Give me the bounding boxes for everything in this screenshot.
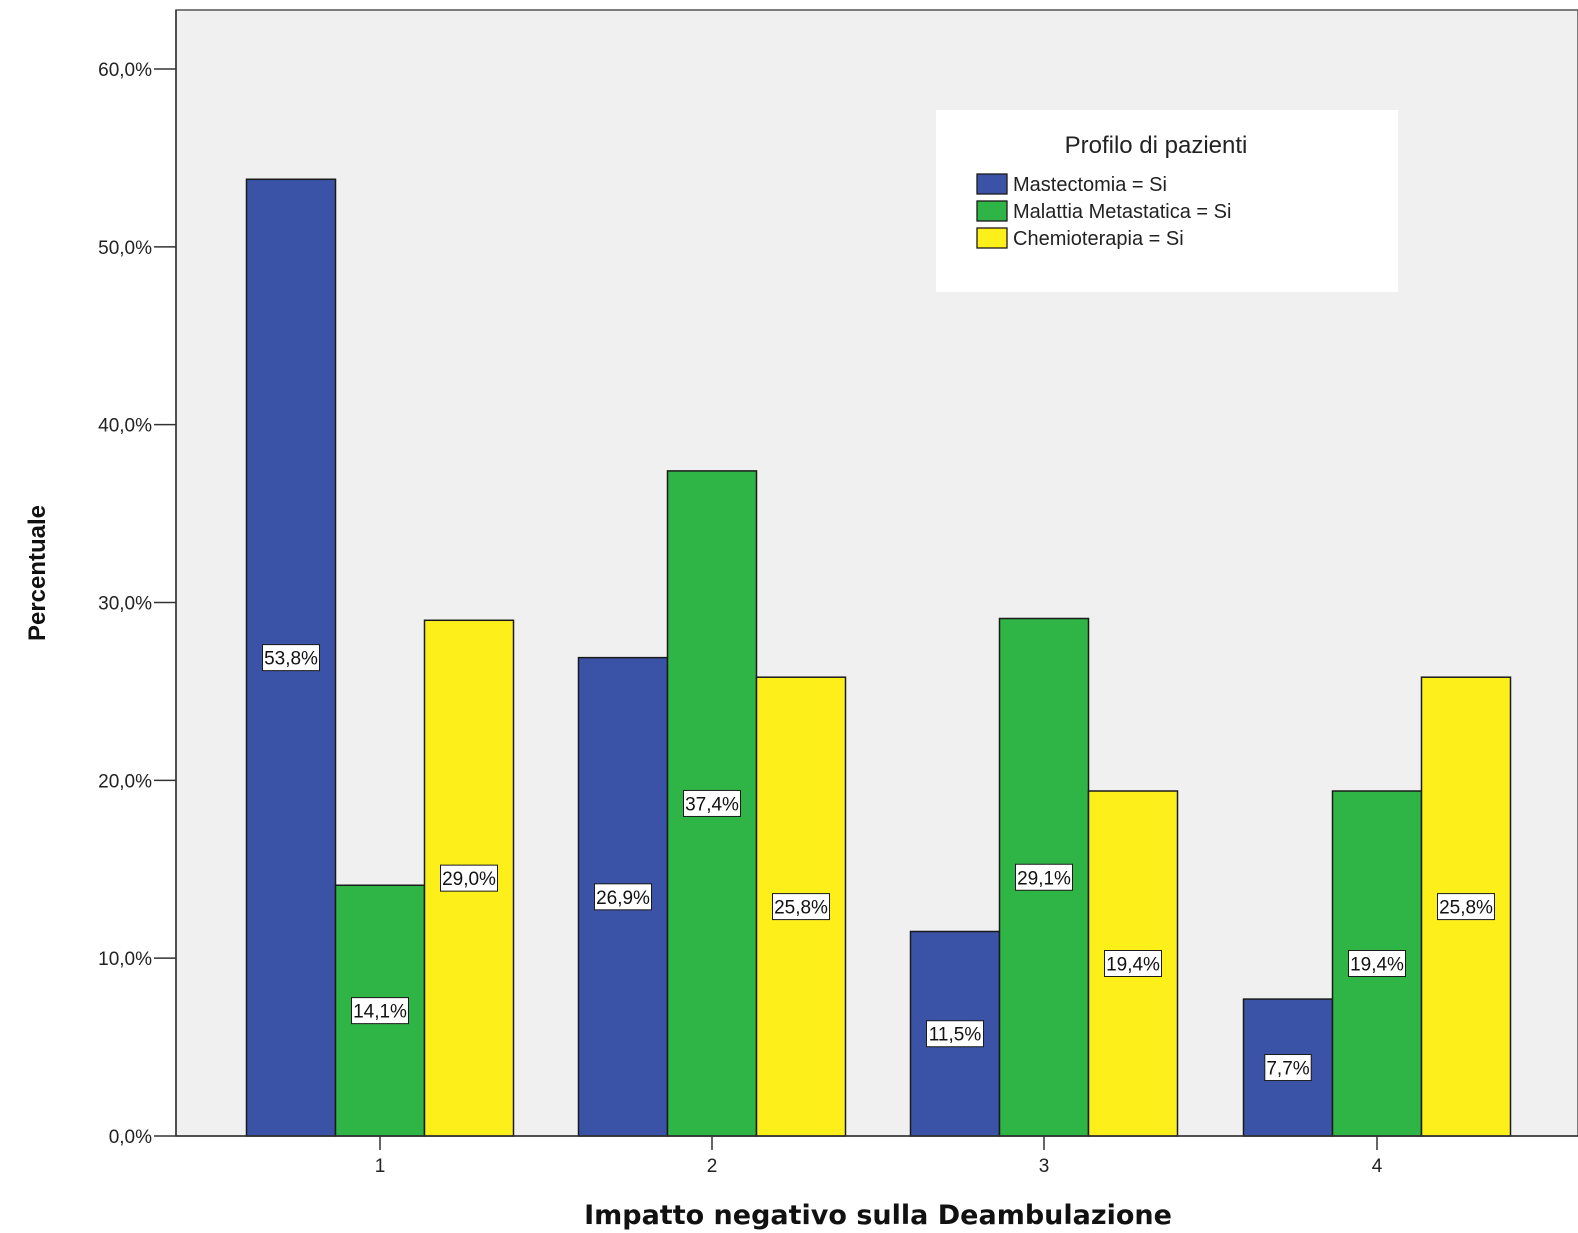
y-tick-label: 60,0% [98, 60, 152, 81]
data-label-box [1264, 1054, 1312, 1082]
legend-title: Profilo di pazienti [1065, 132, 1248, 159]
x-tick-label: 1 [375, 1156, 386, 1177]
data-label-text: 29,1% [1017, 868, 1071, 889]
x-tick-label: 2 [707, 1156, 718, 1177]
data-label-series-3-cat-3: 19,4% [1104, 950, 1162, 978]
data-label-box [683, 789, 741, 817]
data-label-box [772, 893, 830, 921]
data-label-series-3-cat-4: 25,8% [1437, 893, 1495, 921]
data-label-text: 29,0% [442, 869, 496, 890]
data-label-text: 7,7% [1266, 1059, 1309, 1080]
data-label-series-1-cat-3: 11,5% [926, 1020, 984, 1048]
legend-label: Chemioterapia = Si [1013, 228, 1184, 250]
data-label-box [262, 644, 320, 672]
data-label-text: 19,4% [1106, 955, 1160, 976]
legend-item-2: Malattia Metastatica = Si [976, 200, 1231, 223]
legend-items: Mastectomia = Si Malattia Metastatica = S… [976, 173, 1231, 250]
legend-label: Mastectomia = Si [1013, 174, 1167, 196]
y-tick-label: 20,0% [98, 771, 152, 792]
data-label-series-2-cat-3: 29,1% [1015, 863, 1073, 891]
data-label-series-1-cat-2: 26,9% [594, 883, 652, 911]
x-tick-label: 3 [1039, 1156, 1050, 1177]
y-tick-label: 10,0% [98, 949, 152, 970]
x-tick-label: 4 [1372, 1156, 1383, 1177]
data-label-text: 14,1% [353, 1002, 407, 1023]
data-label-series-1-cat-1: 53,8% [262, 644, 320, 672]
legend-swatch [976, 173, 1008, 195]
data-label-text: 19,4% [1350, 955, 1404, 976]
data-label-box [1015, 863, 1073, 891]
bar-series-2-cat-4 [1331, 790, 1423, 1137]
y-tick-label: 30,0% [98, 594, 152, 615]
data-label-box [926, 1020, 984, 1048]
data-label-series-2-cat-2: 37,4% [683, 789, 741, 817]
legend: Profilo di pazienti Mastectomia = Si Mala… [936, 110, 1398, 292]
data-label-series-2-cat-4: 19,4% [1348, 950, 1406, 978]
data-label-series-1-cat-4: 7,7% [1264, 1054, 1312, 1082]
legend-swatch [976, 227, 1008, 249]
legend-swatch [976, 200, 1008, 222]
y-tick-label: 0,0% [109, 1127, 152, 1148]
data-label-box [1104, 950, 1162, 978]
legend-box [936, 110, 1398, 292]
data-label-series-2-cat-1: 14,1% [351, 997, 409, 1025]
axes-group: 0,0% 10,0% 20,0% 30,0% 40,0% 50,0% 60,0% 1 2 3 4 [98, 10, 1578, 1177]
legend-item-1: Mastectomia = Si [976, 173, 1167, 196]
data-labels-group: 53,8% 14,1% 29,0% 26,9% 37,4% 25,8% 11,5% 29,1%… [262, 644, 1495, 1082]
y-tick-label: 40,0% [98, 416, 152, 437]
data-label-text: 37,4% [685, 794, 739, 815]
data-label-text: 25,8% [1439, 898, 1493, 919]
data-label-box [1437, 893, 1495, 921]
data-label-text: 11,5% [929, 1025, 982, 1046]
data-label-text: 26,9% [596, 888, 650, 909]
data-label-box [594, 883, 652, 911]
legend-item-3: Chemioterapia = Si [976, 227, 1184, 250]
data-label-box [1348, 950, 1406, 978]
y-axis-title: Percentuale [24, 505, 51, 641]
y-tick-label: 50,0% [98, 238, 152, 259]
data-label-text: 53,8% [264, 649, 318, 670]
data-label-text: 25,8% [774, 898, 828, 919]
data-label-box [351, 997, 409, 1025]
legend-label: Malattia Metastatica = Si [1013, 201, 1231, 223]
data-label-box [440, 864, 498, 892]
data-label-series-3-cat-2: 25,8% [772, 893, 830, 921]
x-axis-title: Impatto negativo sulla Deambulazione [584, 1200, 1172, 1231]
data-label-series-3-cat-1: 29,0% [440, 864, 498, 892]
